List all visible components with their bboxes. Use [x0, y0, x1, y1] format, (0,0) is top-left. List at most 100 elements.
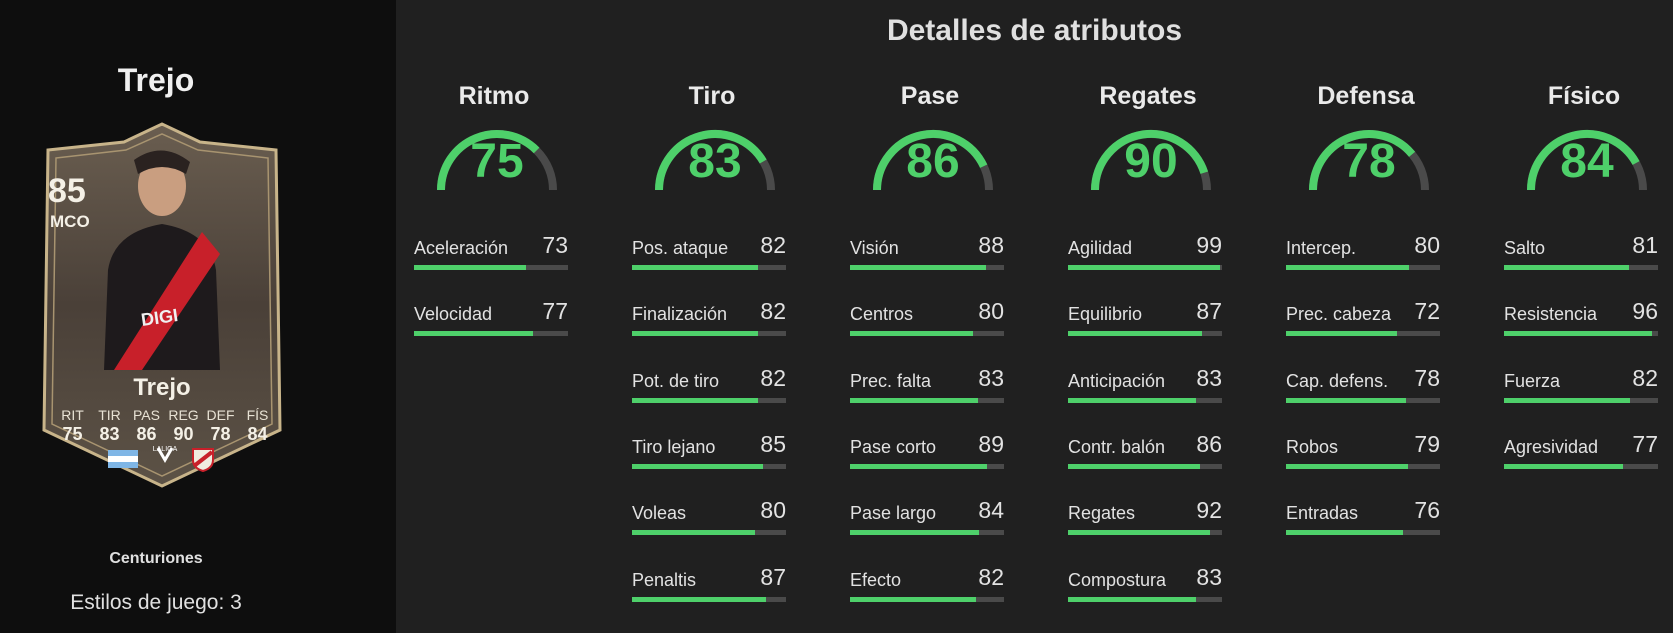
card-stat-value: 84 [247, 424, 268, 444]
attribute-bar [1286, 265, 1440, 270]
attribute-value: 83 [978, 365, 1004, 391]
player-name: Trejo [117, 62, 195, 98]
gauge-fill [1090, 129, 1209, 191]
attribute-bar-fill [1068, 398, 1196, 403]
category-value: 75 [470, 135, 524, 188]
attribute-bar-fill [850, 530, 980, 535]
club-badge-icon [190, 446, 216, 472]
category-value: 83 [688, 135, 742, 188]
attribute-bar-fill [1286, 398, 1407, 403]
attribute-bar [1068, 265, 1222, 270]
attribute-bar-fill [850, 265, 986, 270]
attribute-value: 88 [978, 232, 1004, 258]
card-stat-value: 75 [62, 424, 83, 444]
playstyles-count[interactable]: Estilos de juego: 3 [70, 591, 242, 614]
attribute-row: Centros 80 [850, 292, 1004, 336]
attribute-bar-fill [632, 398, 759, 403]
attribute-bar [1286, 398, 1440, 403]
card-stat-label: TIR [98, 407, 121, 423]
attribute-value: 80 [1414, 232, 1440, 258]
attribute-value: 92 [1196, 497, 1222, 523]
attribute-value: 78 [1414, 365, 1440, 391]
attribute-value: 81 [1632, 232, 1658, 258]
attribute-name: Regates [1068, 503, 1136, 523]
category-gauge: 75 [432, 122, 562, 202]
attribute-value: 72 [1414, 298, 1440, 324]
attribute-bar-fill [850, 398, 978, 403]
card-stat-labels: RIT TIR PAS REG DEF FÍS [54, 407, 276, 423]
attribute-name: Centros [850, 304, 914, 324]
attribute-row: Penaltis 87 [632, 558, 786, 602]
category-name: Pase [900, 82, 960, 110]
attribute-bar [1068, 597, 1222, 602]
attribute-row: Contr. balón 86 [1068, 425, 1222, 469]
attribute-bar [1068, 530, 1222, 535]
attribute-value: 99 [1196, 232, 1222, 258]
attribute-bar [632, 464, 786, 469]
attribute-row: Intercep. 80 [1286, 226, 1440, 270]
card-stat-label: PAS [133, 407, 160, 423]
category-gauge: 86 [868, 122, 998, 202]
attribute-bar [850, 597, 1004, 602]
attribute-row: Anticipación 83 [1068, 359, 1222, 403]
attribute-bar [1286, 530, 1440, 535]
attribute-row: Pos. ataque 82 [632, 226, 786, 270]
attribute-value: 76 [1414, 497, 1440, 523]
attribute-bar-fill [1286, 265, 1410, 270]
attribute-bar [1504, 464, 1658, 469]
attribute-bar [414, 331, 568, 336]
attribute-bar-fill [850, 464, 988, 469]
category-value: 78 [1342, 135, 1396, 188]
category-gauge: 83 [650, 122, 780, 202]
attribute-name: Prec. falta [850, 371, 932, 391]
argentina-flag-icon [108, 450, 138, 468]
card-stat-label: RIT [61, 407, 84, 423]
attribute-value: 73 [542, 232, 568, 258]
attribute-bar-fill [1068, 265, 1221, 270]
attribute-name: Tiro lejano [632, 437, 716, 457]
attribute-value: 79 [1414, 431, 1440, 457]
attribute-value: 82 [760, 365, 786, 391]
attribute-name: Entradas [1286, 503, 1359, 523]
attribute-row: Voleas 80 [632, 491, 786, 535]
attribute-bar [632, 597, 786, 602]
attribute-bar-fill [632, 597, 766, 602]
player-head [138, 156, 186, 216]
attribute-name: Penaltis [632, 570, 697, 590]
attribute-value: 89 [978, 431, 1004, 457]
category-name: Defensa [1317, 82, 1415, 110]
card-stat-label: DEF [206, 407, 235, 423]
category-value: 86 [906, 135, 960, 188]
category-gauge: 78 [1304, 122, 1434, 202]
attribute-bar [1068, 331, 1222, 336]
attribute-name: Agresividad [1504, 437, 1599, 457]
attribute-row: Regates 92 [1068, 491, 1222, 535]
attribute-name: Anticipación [1068, 371, 1166, 391]
attribute-name: Prec. cabeza [1286, 304, 1392, 324]
attribute-bar [1286, 464, 1440, 469]
attribute-row: Cap. defens. 78 [1286, 359, 1440, 403]
attribute-value: 77 [1632, 431, 1658, 457]
attribute-name: Pase corto [850, 437, 937, 457]
league-logo-text: LALIGA [152, 446, 178, 453]
attribute-bar-fill [1286, 464, 1408, 469]
attribute-bar [1286, 331, 1440, 336]
attribute-row: Tiro lejano 85 [632, 425, 786, 469]
attribute-value: 85 [760, 431, 786, 457]
attribute-row: Resistencia 96 [1504, 292, 1658, 336]
attribute-name: Agilidad [1068, 238, 1133, 258]
laliga-logo-icon: LALIGA [152, 446, 178, 472]
attribute-bar-fill [1068, 464, 1201, 469]
category-value: 90 [1124, 135, 1178, 188]
gauge-fill [873, 130, 988, 191]
attribute-row: Prec. falta 83 [850, 359, 1004, 403]
card-set-name: Centuriones [109, 550, 203, 567]
attribute-bar-fill [1286, 530, 1404, 535]
category-gauge: 90 [1086, 122, 1216, 202]
attribute-name: Voleas [632, 503, 687, 523]
attribute-bar [850, 464, 1004, 469]
attribute-bar-fill [850, 597, 977, 602]
player-card[interactable]: DIGI 85 MCO Trejo RIT TIR PAS REG DEF FÍ… [34, 120, 290, 488]
category-gauge: 84 [1522, 122, 1652, 202]
attribute-name: Resistencia [1504, 304, 1598, 324]
